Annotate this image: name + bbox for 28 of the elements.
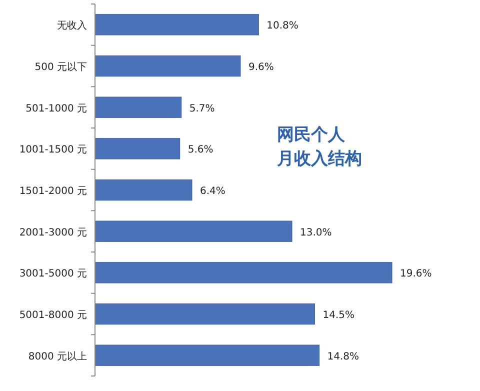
text: 网民个人月收入结构 bbox=[276, 125, 362, 169]
bar bbox=[94, 220, 292, 242]
data-label: 14.5% bbox=[322, 310, 354, 321]
y-tick-label: 1501-2000 元 bbox=[19, 186, 87, 197]
data-label: 6.4% bbox=[200, 186, 226, 197]
y-tick-label: 2001-3000 元 bbox=[19, 227, 87, 238]
y-tick-label: 8000 元以上 bbox=[28, 350, 87, 362]
data-label: 13.0% bbox=[300, 227, 332, 238]
y-tick-label: 500 元以下 bbox=[34, 61, 87, 73]
data-label: 9.6% bbox=[248, 62, 274, 73]
bar bbox=[94, 138, 180, 160]
data-label: 5.6% bbox=[188, 144, 214, 156]
y-tick-label: 无收入 bbox=[57, 20, 87, 32]
bar bbox=[94, 14, 259, 36]
bar bbox=[94, 303, 315, 325]
bar bbox=[94, 179, 192, 201]
bar bbox=[94, 344, 320, 366]
data-label: 10.8% bbox=[266, 20, 298, 32]
y-tick-label: 501-1000 元 bbox=[26, 103, 87, 114]
y-tick-label: 1001-1500 元 bbox=[19, 144, 87, 156]
bar bbox=[94, 262, 392, 284]
data-label: 5.7% bbox=[189, 103, 215, 114]
data-label: 14.8% bbox=[327, 351, 360, 362]
data-label: 19.6% bbox=[400, 268, 432, 280]
bar bbox=[94, 96, 182, 118]
bar bbox=[94, 55, 241, 77]
y-tick-label: 3001-5000 元 bbox=[19, 268, 87, 280]
y-tick-label: 5001-8000 元 bbox=[19, 310, 87, 321]
